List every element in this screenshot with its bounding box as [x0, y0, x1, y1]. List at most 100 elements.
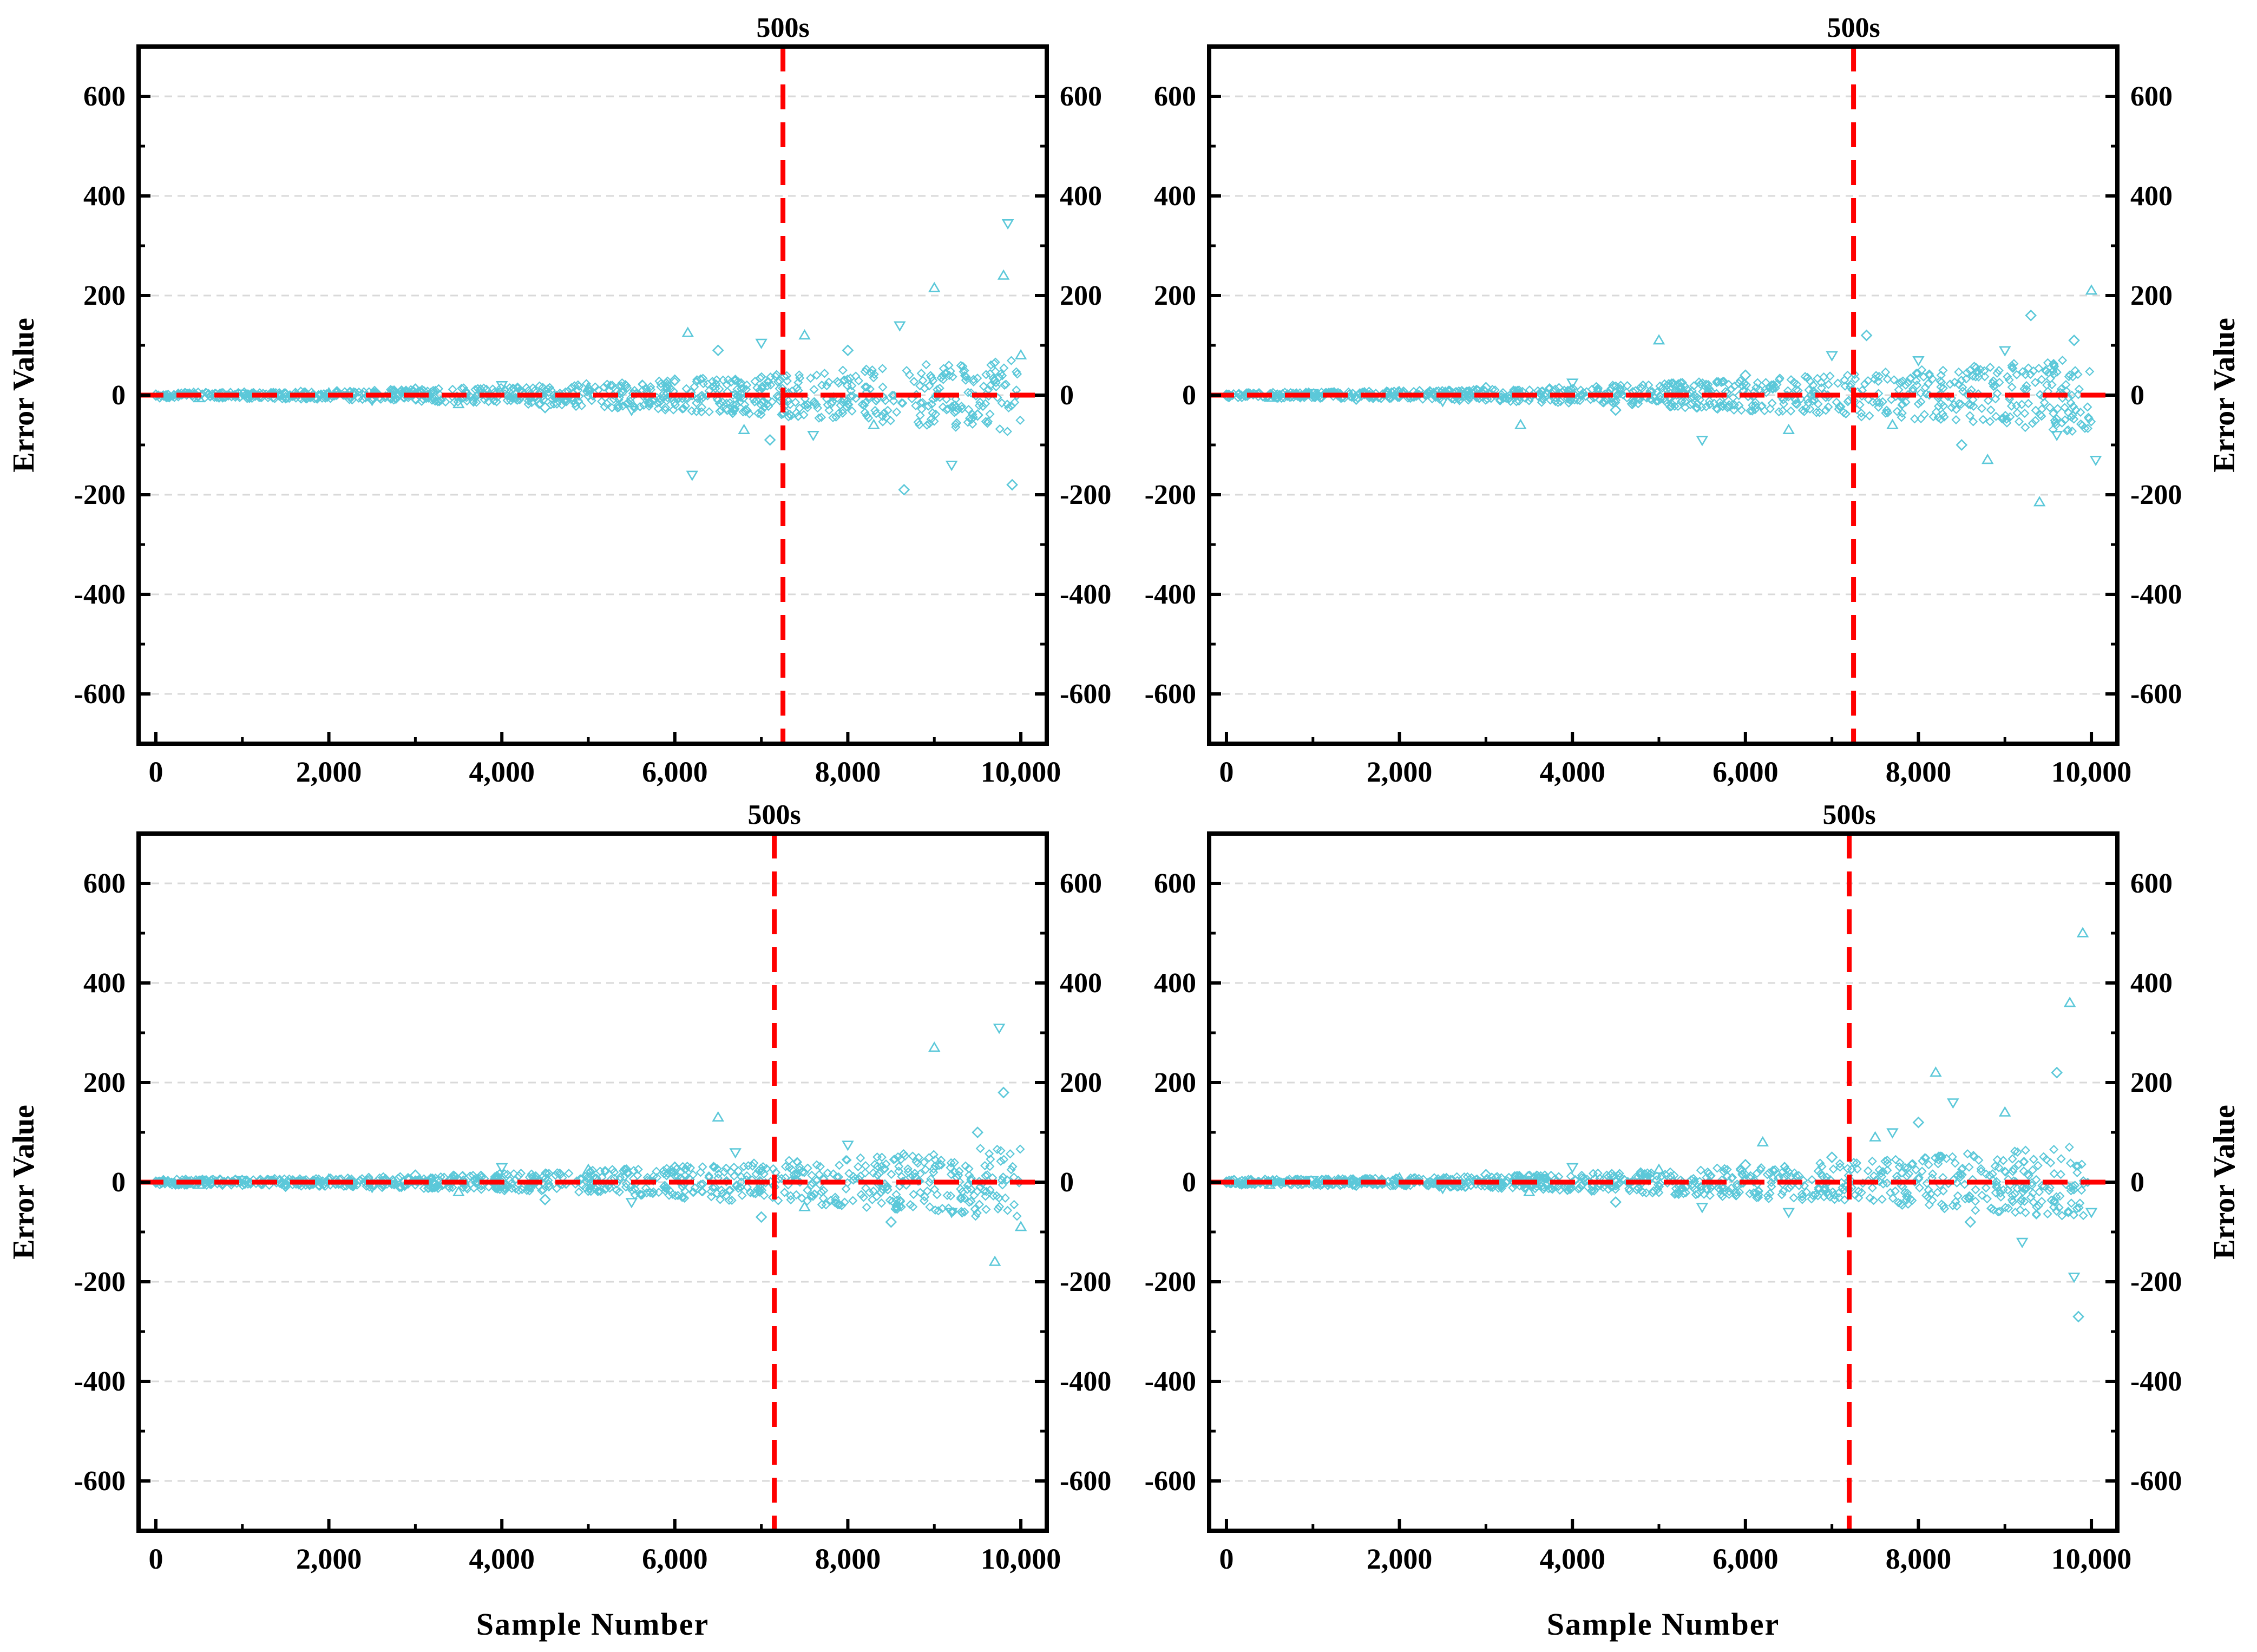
- cloud-marker: [527, 1169, 536, 1179]
- cloud-marker: [692, 375, 702, 385]
- cloud-marker: [869, 1186, 878, 1196]
- cloud-marker: [687, 406, 697, 416]
- cloud-marker: [1986, 405, 1996, 415]
- cloud-marker: [1842, 370, 1853, 380]
- cloud-marker: [724, 1195, 734, 1205]
- cloud-marker: [860, 408, 870, 417]
- cloud-marker: [1914, 1183, 1925, 1192]
- cloud-marker: [828, 413, 838, 423]
- cloud-marker: [948, 403, 957, 412]
- data-point: [1782, 1208, 1795, 1218]
- cloud-marker: [655, 397, 665, 407]
- cloud-marker: [1964, 1162, 1974, 1172]
- cloud-marker: [1648, 1188, 1657, 1198]
- cloud-marker: [756, 410, 766, 419]
- cloud-marker: [1882, 374, 1892, 384]
- cloud-marker: [1311, 1177, 1321, 1186]
- y-tick-label-right: -600: [1060, 1466, 1111, 1497]
- x-tick-label: 0: [1219, 756, 1234, 788]
- cloud-marker: [2049, 1145, 2059, 1155]
- x-tick-label: 4,000: [1539, 1543, 1605, 1575]
- cloud-marker: [242, 394, 252, 403]
- cloud-marker: [1572, 395, 1582, 405]
- cloud-marker: [1762, 1170, 1772, 1179]
- cloud-marker: [921, 1165, 930, 1175]
- cloud-marker: [924, 381, 934, 391]
- cloud-marker: [974, 401, 984, 410]
- cloud-marker: [1015, 415, 1025, 425]
- cloud-marker: [283, 1176, 292, 1185]
- y-tick-label-right: 0: [2130, 380, 2144, 411]
- cloud-marker: [985, 1185, 995, 1195]
- cloud-marker: [1814, 1183, 1823, 1192]
- cloud-marker: [956, 402, 966, 411]
- cloud-marker: [1537, 386, 1546, 396]
- cloud-marker: [2007, 1195, 2017, 1205]
- cloud-marker: [742, 405, 752, 415]
- y-tick-label-left: -600: [74, 679, 126, 710]
- cloud-marker: [661, 403, 671, 412]
- cloud-marker: [1810, 1190, 1820, 1199]
- cloud-marker: [922, 1186, 932, 1196]
- cloud-marker: [574, 382, 584, 391]
- cloud-marker: [322, 389, 332, 398]
- cloud-marker: [1668, 378, 1678, 388]
- cloud-marker: [1696, 1165, 1705, 1175]
- cloud-marker: [1756, 1163, 1766, 1173]
- cloud-marker: [1615, 1169, 1624, 1178]
- cloud-marker: [355, 1176, 365, 1186]
- cloud-marker: [1747, 406, 1757, 416]
- cloud-marker: [1560, 1182, 1570, 1192]
- cloud-marker: [2007, 382, 2017, 392]
- cloud-marker: [1873, 376, 1883, 386]
- cloud-marker: [1802, 395, 1812, 404]
- cloud-marker: [480, 395, 489, 404]
- cloud-marker: [1237, 1180, 1246, 1190]
- cloud-marker: [1774, 407, 1784, 417]
- cloud-marker: [534, 399, 544, 409]
- cloud-marker: [966, 1196, 976, 1206]
- cloud-marker: [606, 381, 615, 390]
- cloud-marker: [448, 1183, 457, 1192]
- cloud-marker: [1697, 1182, 1707, 1191]
- cloud-marker: [779, 371, 789, 381]
- data-point: [1886, 418, 1899, 429]
- cloud-marker: [2074, 1203, 2084, 1212]
- cloud-marker: [680, 1164, 690, 1174]
- x-tick-label: 6,000: [642, 756, 708, 788]
- cloud-marker: [1945, 379, 1955, 389]
- cloud-marker: [1729, 405, 1739, 415]
- cloud-marker: [500, 1184, 510, 1194]
- cloud-marker: [751, 1169, 761, 1179]
- cloud-marker: [1676, 383, 1686, 392]
- y-tick-label-right: 600: [1060, 81, 1102, 112]
- cloud-marker: [1877, 1195, 1887, 1204]
- cloud-marker: [1940, 1204, 1950, 1214]
- cloud-marker: [168, 391, 178, 401]
- cloud-marker: [1835, 1162, 1845, 1172]
- cloud-marker: [1799, 407, 1809, 416]
- cloud-marker: [1427, 1178, 1437, 1188]
- cloud-marker: [1501, 1178, 1511, 1188]
- cloud-marker: [441, 397, 450, 407]
- cloud-marker: [410, 1176, 420, 1186]
- cloud-marker: [2017, 1183, 2027, 1193]
- cloud-marker: [620, 380, 631, 390]
- cloud-marker: [835, 1161, 844, 1170]
- cloud-marker: [1386, 394, 1396, 403]
- cloud-marker: [1767, 380, 1776, 390]
- cloud-marker: [1917, 365, 1927, 375]
- cloud-marker: [1981, 1183, 1991, 1193]
- data-point: [945, 1208, 958, 1218]
- cloud-marker: [1716, 401, 1725, 411]
- cloud-marker: [1867, 1183, 1877, 1193]
- cloud-marker: [622, 1168, 632, 1178]
- cloud-marker: [812, 1176, 822, 1185]
- cloud-marker: [942, 1190, 952, 1201]
- cloud-marker: [1835, 1159, 1845, 1169]
- cloud-marker: [746, 1188, 756, 1198]
- data-point: [1014, 349, 1027, 359]
- cloud-marker: [1727, 400, 1737, 410]
- cloud-marker: [2070, 1181, 2080, 1190]
- x-tick-label: 6,000: [1713, 1543, 1779, 1575]
